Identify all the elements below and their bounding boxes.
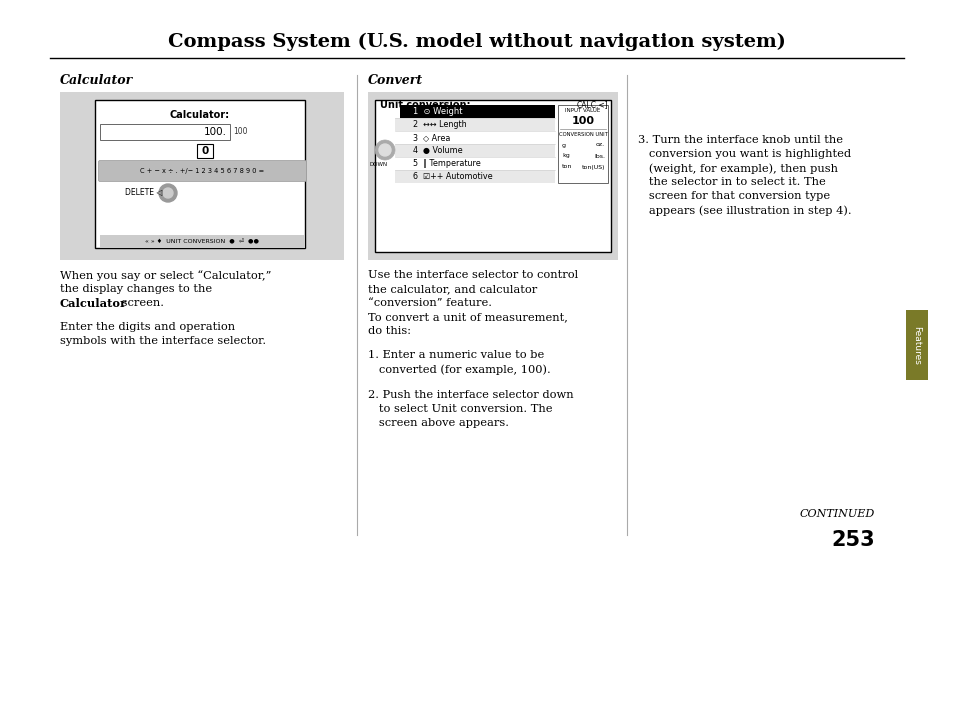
Circle shape: [378, 144, 391, 156]
Circle shape: [375, 140, 395, 160]
Text: Calculator: Calculator: [60, 298, 127, 309]
Text: 253: 253: [830, 530, 874, 550]
Text: CALC.<]: CALC.<]: [576, 101, 607, 109]
Text: oz.: oz.: [596, 143, 604, 148]
Text: 100.: 100.: [204, 127, 227, 137]
Text: converted (for example, 100).: converted (for example, 100).: [368, 364, 550, 375]
Text: 100: 100: [571, 116, 594, 126]
Text: do this:: do this:: [368, 326, 411, 336]
Text: When you say or select “Calculator,”: When you say or select “Calculator,”: [60, 270, 271, 280]
Text: 100: 100: [233, 128, 248, 136]
Bar: [368, 92, 618, 260]
Text: “conversion” feature.: “conversion” feature.: [368, 298, 492, 308]
Text: ton: ton: [561, 165, 572, 170]
Text: lbs.: lbs.: [594, 153, 604, 158]
Text: screen.: screen.: [118, 298, 164, 308]
Text: Convert: Convert: [368, 75, 423, 87]
FancyBboxPatch shape: [905, 310, 927, 380]
Text: appears (see illustration in step 4).: appears (see illustration in step 4).: [638, 205, 851, 216]
Text: INPUT VALUE: INPUT VALUE: [565, 109, 600, 114]
Text: DOWN: DOWN: [370, 161, 388, 167]
Text: Calculator:: Calculator:: [170, 110, 230, 120]
Text: Enter the digits and operation: Enter the digits and operation: [60, 322, 234, 332]
Text: CONVERSION UNIT: CONVERSION UNIT: [558, 133, 607, 138]
Text: DELETE ◁: DELETE ◁: [125, 187, 162, 197]
Text: 5  ‖ Temperature: 5 ‖ Temperature: [413, 159, 480, 168]
Text: 2  ↔↔ Length: 2 ↔↔ Length: [413, 120, 466, 129]
Text: Calculator: Calculator: [60, 75, 133, 87]
Text: 3. Turn the interface knob until the: 3. Turn the interface knob until the: [638, 135, 842, 145]
Text: CONTINUED: CONTINUED: [799, 509, 874, 519]
Text: 2. Push the interface selector down: 2. Push the interface selector down: [368, 390, 573, 400]
Text: Features: Features: [911, 326, 921, 364]
Bar: [558, 105, 607, 183]
Text: symbols with the interface selector.: symbols with the interface selector.: [60, 336, 266, 346]
Text: the calculator, and calculator: the calculator, and calculator: [368, 284, 537, 294]
Bar: [375, 100, 610, 252]
Text: screen above appears.: screen above appears.: [368, 418, 509, 428]
Text: Compass System (U.S. model without navigation system): Compass System (U.S. model without navig…: [168, 33, 785, 51]
Text: « » ♦  UNIT CONVERSION  ●  ⏎  ●●: « » ♦ UNIT CONVERSION ● ⏎ ●●: [146, 239, 259, 244]
Text: 1  ⊙ Weight: 1 ⊙ Weight: [413, 107, 462, 116]
Text: ton(US): ton(US): [581, 165, 604, 170]
Text: 4  ● Volume: 4 ● Volume: [413, 146, 462, 155]
Bar: [395, 144, 555, 157]
Bar: [95, 100, 305, 248]
Bar: [395, 105, 555, 118]
Text: Use the interface selector to control: Use the interface selector to control: [368, 270, 578, 280]
Text: conversion you want is highlighted: conversion you want is highlighted: [638, 149, 850, 159]
Text: 3  ◇ Area: 3 ◇ Area: [413, 133, 450, 142]
FancyBboxPatch shape: [98, 160, 306, 182]
Bar: [196, 144, 213, 158]
Bar: [100, 124, 230, 140]
Text: kg: kg: [561, 153, 569, 158]
Text: the selector in to select it. The: the selector in to select it. The: [638, 177, 825, 187]
Bar: [100, 235, 305, 248]
Bar: [60, 92, 344, 260]
Text: Unit conversion:: Unit conversion:: [379, 100, 470, 110]
Circle shape: [159, 184, 177, 202]
Text: 6  ☑++ Automotive: 6 ☑++ Automotive: [413, 172, 492, 181]
Bar: [395, 118, 555, 131]
Bar: [395, 157, 555, 170]
Text: 1. Enter a numeric value to be: 1. Enter a numeric value to be: [368, 350, 543, 360]
Text: the display changes to the: the display changes to the: [60, 284, 212, 294]
FancyBboxPatch shape: [392, 104, 399, 119]
Bar: [395, 170, 555, 183]
Text: (weight, for example), then push: (weight, for example), then push: [638, 163, 837, 173]
Text: C + − x ÷ . +/− 1 2 3 4 5 6 7 8 9 0 =: C + − x ÷ . +/− 1 2 3 4 5 6 7 8 9 0 =: [140, 168, 264, 174]
Text: to select Unit conversion. The: to select Unit conversion. The: [368, 404, 552, 414]
Text: g: g: [561, 143, 565, 148]
Text: 0: 0: [201, 146, 209, 156]
Circle shape: [163, 188, 172, 198]
Text: To convert a unit of measurement,: To convert a unit of measurement,: [368, 312, 567, 322]
Text: screen for that conversion type: screen for that conversion type: [638, 191, 829, 201]
Bar: [395, 131, 555, 144]
